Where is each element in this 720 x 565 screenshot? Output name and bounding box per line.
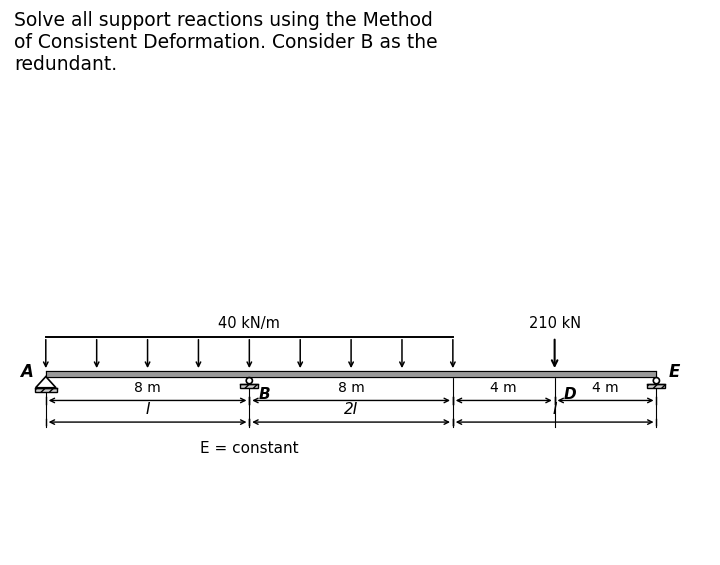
Text: 40 kN/m: 40 kN/m (218, 316, 280, 331)
Text: D: D (564, 387, 576, 402)
Bar (35, 388, 57, 392)
Text: 4 m: 4 m (490, 381, 517, 395)
Bar (46, 371, 657, 376)
Text: 8 m: 8 m (134, 381, 161, 395)
Text: Solve all support reactions using the Method
of Consistent Deformation. Consider: Solve all support reactions using the Me… (14, 11, 438, 74)
Text: E = constant: E = constant (200, 441, 299, 456)
Text: B: B (258, 387, 270, 402)
Text: 2I: 2I (344, 402, 359, 417)
Text: 210 kN: 210 kN (528, 316, 581, 331)
Polygon shape (35, 376, 56, 388)
Text: 8 m: 8 m (338, 381, 364, 395)
Text: A: A (20, 363, 33, 381)
Bar (240, 384, 258, 388)
Text: 4 m: 4 m (592, 381, 618, 395)
Text: I: I (145, 402, 150, 417)
Text: I: I (552, 402, 557, 417)
Circle shape (246, 377, 253, 384)
Circle shape (653, 377, 660, 384)
Bar (647, 384, 665, 388)
Text: E: E (669, 363, 680, 381)
